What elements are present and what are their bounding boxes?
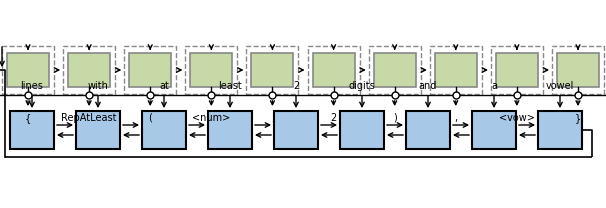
Bar <box>557 53 599 87</box>
Bar <box>435 53 477 87</box>
Text: least: least <box>218 81 242 91</box>
Bar <box>368 46 421 94</box>
Text: <vow>: <vow> <box>499 113 535 123</box>
Bar <box>496 53 538 87</box>
Text: 2: 2 <box>293 81 299 91</box>
Bar <box>76 111 120 149</box>
Bar <box>190 53 232 87</box>
Text: }: } <box>575 113 581 123</box>
Text: vowel: vowel <box>546 81 574 91</box>
Text: (: ( <box>148 113 152 123</box>
Bar <box>313 53 355 87</box>
Text: 2: 2 <box>330 113 337 123</box>
Bar <box>430 46 482 94</box>
Bar <box>2 46 54 94</box>
Bar <box>68 53 110 87</box>
Bar <box>538 111 582 149</box>
Text: at: at <box>159 81 169 91</box>
Bar <box>274 111 318 149</box>
Text: {: { <box>25 113 31 123</box>
Text: digits: digits <box>348 81 375 91</box>
Text: a: a <box>491 81 497 91</box>
Bar <box>552 46 604 94</box>
Bar <box>308 46 359 94</box>
Bar <box>472 111 516 149</box>
Text: ,: , <box>454 113 458 123</box>
Bar <box>63 46 115 94</box>
Text: <num>: <num> <box>192 113 230 123</box>
Text: RepAtLeast: RepAtLeast <box>61 113 117 123</box>
Text: with: with <box>87 81 108 91</box>
Text: ,: , <box>271 113 274 123</box>
Text: and: and <box>419 81 437 91</box>
Bar <box>340 111 384 149</box>
Bar <box>129 53 171 87</box>
Bar <box>491 46 543 94</box>
Text: lines: lines <box>21 81 44 91</box>
Bar <box>124 46 176 94</box>
Text: ): ) <box>393 113 396 123</box>
Bar <box>10 111 54 149</box>
Bar <box>374 53 416 87</box>
Bar <box>251 53 293 87</box>
Bar <box>142 111 186 149</box>
Bar <box>208 111 252 149</box>
Bar <box>185 46 238 94</box>
Bar <box>406 111 450 149</box>
Bar <box>247 46 298 94</box>
Bar <box>7 53 49 87</box>
